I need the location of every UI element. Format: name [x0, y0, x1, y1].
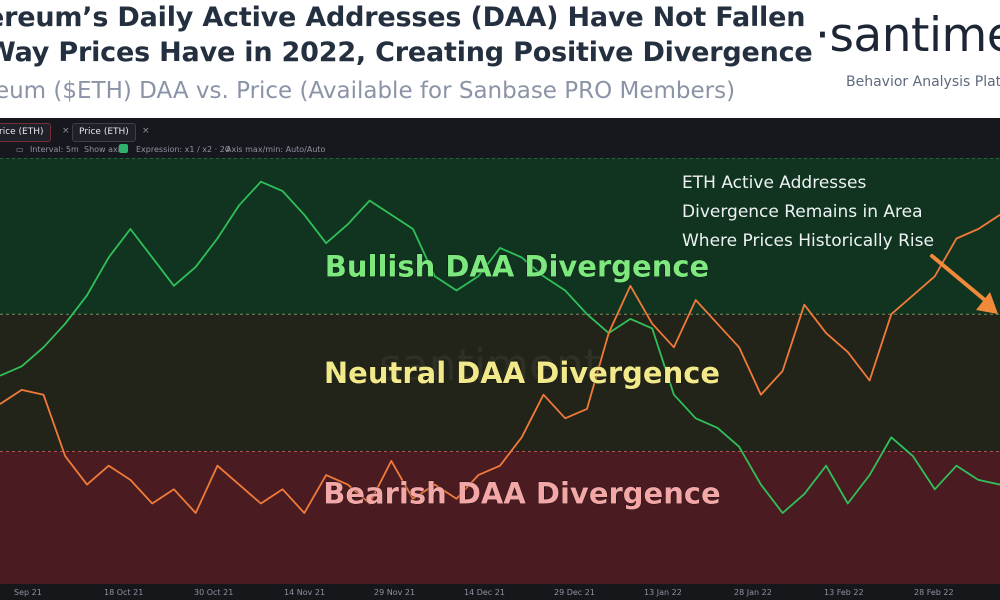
santiment-logo: ·santimen [815, 8, 1000, 63]
tab-label: Price (ETH) [79, 127, 129, 137]
neutral-zone [0, 314, 1000, 452]
close-icon[interactable]: × [62, 126, 70, 136]
annotation-text-line: ETH Active Addresses [682, 173, 866, 193]
expression-field[interactable]: Expression: x1 / x2 · 20 [136, 145, 230, 154]
logo-tagline: Behavior Analysis Plat [846, 74, 1000, 90]
x-tick-label: 18 Oct 21 [104, 588, 143, 597]
x-tick-label: 14 Dec 21 [464, 588, 505, 597]
x-tick-label: 14 Nov 21 [284, 588, 325, 597]
annotation-arrow [930, 254, 994, 308]
annotation-arrow-head [976, 292, 998, 314]
chart-toolbar: rice (ETH) × Price (ETH) × ▭ Interval: 5… [0, 118, 1000, 158]
interval-icon: ▭ [16, 145, 24, 154]
tab-price-eth-1[interactable]: rice (ETH) [0, 123, 51, 142]
price-divergence-line [0, 214, 1000, 514]
tab-price-eth-2[interactable]: Price (ETH) [72, 123, 136, 142]
bullish-zone-label: Bullish DAA Divergence [325, 249, 709, 283]
x-tick-label: 30 Oct 21 [194, 588, 233, 597]
chart-title-line-2: Way Prices Have in 2022, Creating Positi… [0, 37, 813, 68]
x-tick-label: 29 Dec 21 [554, 588, 595, 597]
chart-area: santiment Bullish DAA Divergence Neutral D… [0, 118, 1000, 600]
chart-header: ereum’s Daily Active Addresses (DAA) Hav… [0, 0, 1000, 118]
x-tick-label: Sep 21 [14, 588, 42, 597]
chart-svg: santiment Bullish DAA Divergence Neutral D… [0, 157, 1000, 597]
close-icon[interactable]: × [142, 126, 150, 136]
x-tick-label: 29 Nov 21 [374, 588, 415, 597]
x-tick-label: 13 Feb 22 [824, 588, 864, 597]
x-tick-label: 28 Feb 22 [914, 588, 954, 597]
axis-maxmin-select[interactable]: Axis max/min: Auto/Auto [226, 145, 326, 154]
annotation-text-line: Where Prices Historically Rise [682, 231, 934, 251]
daa-divergence-line [0, 180, 1000, 514]
bearish-zone [0, 451, 1000, 584]
tab-label: rice (ETH) [0, 127, 44, 137]
chart-subtitle: reum ($ETH) DAA vs. Price (Available for… [0, 78, 736, 104]
x-tick-label: 28 Jan 22 [734, 588, 772, 597]
chart-title-line-1: ereum’s Daily Active Addresses (DAA) Hav… [0, 2, 806, 33]
bullish-zone [0, 158, 1000, 315]
watermark-text: santiment [379, 340, 601, 391]
show-axis-checkbox[interactable] [119, 144, 128, 153]
interval-select[interactable]: Interval: 5m [30, 145, 79, 154]
show-axis-label: Show axis [84, 145, 125, 154]
neutral-zone-label: Neutral DAA Divergence [324, 356, 720, 390]
annotation-text-line: Divergence Remains in Area [682, 202, 923, 222]
x-tick-label: 13 Jan 22 [644, 588, 682, 597]
bearish-zone-label: Bearish DAA Divergence [323, 477, 720, 511]
